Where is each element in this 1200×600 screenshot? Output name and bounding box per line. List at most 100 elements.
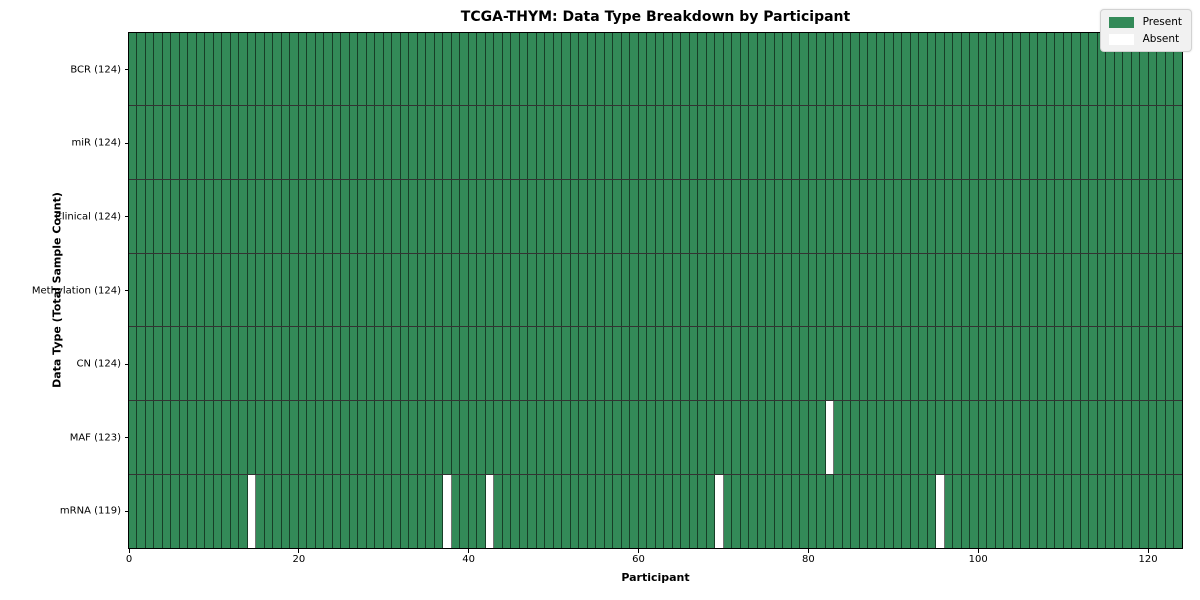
heatmap-cell	[1123, 401, 1132, 474]
heatmap-cell	[936, 179, 945, 253]
heatmap-cell	[281, 106, 290, 179]
heatmap-cell	[630, 474, 639, 548]
heatmap-cell	[426, 327, 435, 401]
heatmap-cell	[290, 474, 299, 548]
heatmap-cell	[1157, 179, 1166, 253]
heatmap-cell	[375, 474, 384, 548]
heatmap-cell	[154, 474, 163, 548]
heatmap-cell	[953, 327, 962, 401]
heatmap-cell	[851, 327, 860, 401]
heatmap-cell	[366, 106, 375, 179]
heatmap-cell	[137, 327, 146, 401]
heatmap-cell	[562, 474, 571, 548]
heatmap-cell	[570, 106, 579, 179]
heatmap-cell	[715, 474, 724, 548]
heatmap-cell	[247, 179, 256, 253]
heatmap-cell	[409, 401, 418, 474]
heatmap-cell	[290, 401, 299, 474]
heatmap-cell	[400, 474, 409, 548]
heatmap-cell	[647, 253, 656, 327]
heatmap-cell	[1123, 179, 1132, 253]
heatmap-cell	[375, 32, 384, 106]
heatmap-cell	[171, 106, 180, 179]
heatmap-cell	[893, 253, 902, 327]
heatmap-cell	[630, 32, 639, 106]
heatmap-cell	[630, 106, 639, 179]
heatmap-cell	[1046, 253, 1055, 327]
heatmap-cell	[970, 401, 979, 474]
heatmap-cell	[145, 401, 154, 474]
heatmap-cell	[1055, 253, 1064, 327]
heatmap-cell	[842, 106, 851, 179]
heatmap-cell	[919, 401, 928, 474]
heatmap-cell	[1080, 32, 1089, 106]
x-tick-label: 80	[801, 554, 815, 565]
heatmap-cell	[936, 474, 945, 548]
heatmap-cell	[307, 327, 316, 401]
heatmap-cell	[239, 327, 248, 401]
heatmap-cell	[1080, 179, 1089, 253]
heatmap-cell	[1063, 474, 1072, 548]
heatmap-cell	[842, 327, 851, 401]
heatmap-cell	[1131, 401, 1140, 474]
heatmap-cell	[154, 401, 163, 474]
heatmap-cell	[468, 474, 477, 548]
heatmap-cell	[553, 327, 562, 401]
heatmap-cell	[664, 253, 673, 327]
heatmap-cell	[519, 253, 528, 327]
heatmap-cell	[995, 106, 1004, 179]
heatmap-cell	[1029, 327, 1038, 401]
heatmap-cell	[834, 474, 843, 548]
heatmap-cell	[613, 106, 622, 179]
heatmap-cell	[1140, 106, 1149, 179]
heatmap-cell	[1021, 474, 1030, 548]
heatmap-cell	[791, 253, 800, 327]
heatmap-cell	[1097, 32, 1106, 106]
heatmap-cell	[902, 179, 911, 253]
heatmap-cell	[706, 327, 715, 401]
heatmap-cell	[655, 401, 664, 474]
heatmap-cell	[961, 327, 970, 401]
heatmap-cell	[732, 179, 741, 253]
heatmap-cell	[876, 106, 885, 179]
heatmap-cell	[1165, 253, 1174, 327]
heatmap-cell	[723, 253, 732, 327]
heatmap-cell	[893, 327, 902, 401]
heatmap-cell	[536, 253, 545, 327]
heatmap-cell	[681, 327, 690, 401]
heatmap-cell	[137, 401, 146, 474]
heatmap-cell	[154, 106, 163, 179]
heatmap-cell	[222, 474, 231, 548]
heatmap-cell	[137, 32, 146, 106]
heatmap-cell	[1063, 253, 1072, 327]
heatmap-cell	[1063, 401, 1072, 474]
heatmap-cell	[961, 474, 970, 548]
heatmap-cell	[145, 327, 154, 401]
heatmap-cell	[902, 327, 911, 401]
heatmap-cell	[859, 253, 868, 327]
y-tick-mark	[125, 69, 129, 71]
heatmap-cell	[808, 253, 817, 327]
heatmap-cell	[1004, 32, 1013, 106]
heatmap-cell	[1029, 401, 1038, 474]
heatmap-cell	[366, 401, 375, 474]
heatmap-cell	[910, 327, 919, 401]
heatmap-cell	[1080, 327, 1089, 401]
heatmap-cell	[800, 401, 809, 474]
heatmap-cell	[145, 32, 154, 106]
heatmap-cell	[409, 327, 418, 401]
heatmap-cell	[664, 401, 673, 474]
heatmap-cell	[876, 32, 885, 106]
heatmap-cell	[417, 327, 426, 401]
heatmap-cell	[842, 179, 851, 253]
heatmap-cell	[638, 32, 647, 106]
heatmap-cell	[213, 401, 222, 474]
heatmap-cell	[893, 32, 902, 106]
heatmap-cell	[1029, 106, 1038, 179]
heatmap-cell	[536, 474, 545, 548]
heatmap-cell	[596, 474, 605, 548]
heatmap-cell	[621, 253, 630, 327]
heatmap-cell	[298, 401, 307, 474]
x-tick-mark	[1147, 548, 1149, 553]
heatmap-cell	[349, 401, 358, 474]
